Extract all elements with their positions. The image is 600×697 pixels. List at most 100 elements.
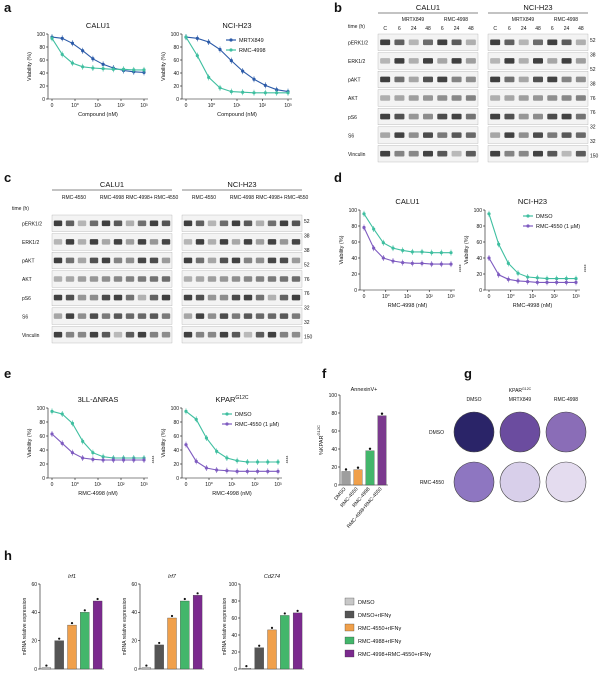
blot-band: [561, 76, 572, 83]
blot-band: [101, 331, 111, 338]
blot-band: [101, 313, 111, 319]
blot-band: [380, 132, 391, 138]
blot-band: [279, 220, 289, 227]
blot-band: [219, 331, 229, 338]
blot-band: [255, 294, 265, 301]
data-point: [564, 280, 568, 284]
plate-well: [453, 461, 495, 503]
blot-band: [243, 220, 253, 227]
y-tick-label: 0: [234, 667, 237, 673]
x-tick-label: 10²: [426, 294, 434, 300]
blot-band: [113, 276, 123, 282]
data-point: [196, 592, 199, 595]
y-tick-label: 60: [131, 582, 137, 588]
x-tick-label: 10¹: [94, 103, 102, 109]
panel-letter-g: g: [464, 366, 472, 381]
blot-band: [504, 132, 515, 138]
blot-band: [77, 257, 87, 264]
x-tick-label: 10¹: [233, 103, 241, 109]
blot-band: [207, 313, 217, 319]
curve-chart: 3LL-ΔNRAS 0 20 40 60 80 100 0 10⁰ 10¹ 10² 10³ RMC-49…: [27, 395, 154, 497]
y-tick-label: 20: [476, 272, 482, 278]
y-tick-label: 60: [173, 434, 179, 440]
data-point: [381, 241, 385, 245]
time-label-header: time (h): [12, 206, 29, 212]
blot-row-label: Vinculin: [22, 333, 40, 339]
blot-band: [575, 113, 586, 120]
data-point: [81, 439, 85, 443]
blot-band: [291, 239, 301, 245]
y-axis-label: Viability (%): [464, 235, 470, 264]
time-label-header: time (h): [348, 24, 365, 30]
data-point: [283, 612, 286, 615]
blot-band: [267, 331, 277, 338]
blot-band: [125, 294, 135, 301]
blot-row-label: AKT: [348, 96, 358, 102]
y-tick-label: 20: [231, 650, 237, 656]
blot-band: [89, 239, 99, 245]
x-tick-label: 10⁰: [205, 482, 213, 488]
blot-band: [451, 58, 462, 64]
plate-col-label: DMSO: [467, 397, 482, 403]
blot-row-label: S6: [22, 314, 28, 320]
blot-band: [291, 257, 301, 264]
blot-band: [53, 257, 63, 264]
x-tick-label: 10²: [551, 294, 559, 300]
y-tick-label: 60: [31, 582, 37, 588]
blot-band: [113, 257, 123, 264]
data-point: [255, 469, 260, 473]
blot-band: [219, 294, 229, 301]
blot-band: [243, 313, 253, 319]
blot-band: [380, 39, 391, 46]
data-point: [111, 458, 115, 462]
blot-band: [243, 294, 253, 301]
data-point: [449, 262, 453, 266]
blot-band: [125, 276, 135, 282]
data-point: [430, 262, 434, 266]
colony-plates: KPARG12C DMSO MRTX849 RMC-4998 DMSO RMC-4550: [420, 387, 587, 503]
x-tick-label: 10³: [274, 482, 282, 488]
blot-band: [207, 220, 217, 227]
blot-band: [465, 58, 476, 64]
mw-marker: 76: [304, 277, 310, 283]
y-tick-label: 40: [39, 71, 45, 77]
blot-band: [161, 313, 171, 319]
x-tick-label: 0: [363, 294, 366, 300]
bar: [167, 617, 177, 670]
x-tick-label: 10¹: [404, 294, 412, 300]
series-line: [488, 257, 576, 283]
blot-subgroup-label: MRTX849: [512, 17, 535, 23]
blot-strip: [181, 307, 303, 325]
data-point: [195, 36, 199, 40]
data-point: [225, 469, 229, 473]
blot-band: [161, 239, 171, 245]
blot-band: [451, 76, 462, 83]
blot-band: [255, 313, 265, 319]
blot-band: [465, 150, 476, 157]
legend-swatch: [344, 610, 355, 619]
x-tick-label: 10³: [572, 294, 580, 300]
time-label: C: [493, 26, 497, 32]
blot-band: [279, 276, 289, 282]
y-axis-label: mRNA relative expression: [222, 598, 228, 656]
legend-label: DMSO: [536, 214, 553, 220]
y-axis-label: Viability (%): [161, 428, 167, 457]
mw-marker: 38: [590, 81, 596, 87]
data-point: [121, 67, 126, 71]
panel-letter-d: d: [334, 170, 342, 185]
data-point: [60, 441, 64, 445]
blot-band: [65, 313, 75, 319]
x-tick-label: 10⁰: [382, 294, 390, 300]
blot-band: [195, 276, 205, 282]
x-axis-label: RMC-4998 (nM): [513, 303, 553, 309]
y-axis-label: Viability (%): [161, 52, 167, 81]
y-tick-label: 40: [476, 256, 482, 262]
data-point: [372, 246, 376, 250]
x-tick-label: 10²: [117, 482, 125, 488]
data-point: [266, 469, 270, 473]
blot-band: [561, 150, 572, 157]
significance-label: ****: [148, 456, 154, 464]
blot-band: [125, 331, 135, 338]
data-point: [50, 432, 54, 436]
plate-row-label: RMC-4550: [420, 480, 444, 486]
